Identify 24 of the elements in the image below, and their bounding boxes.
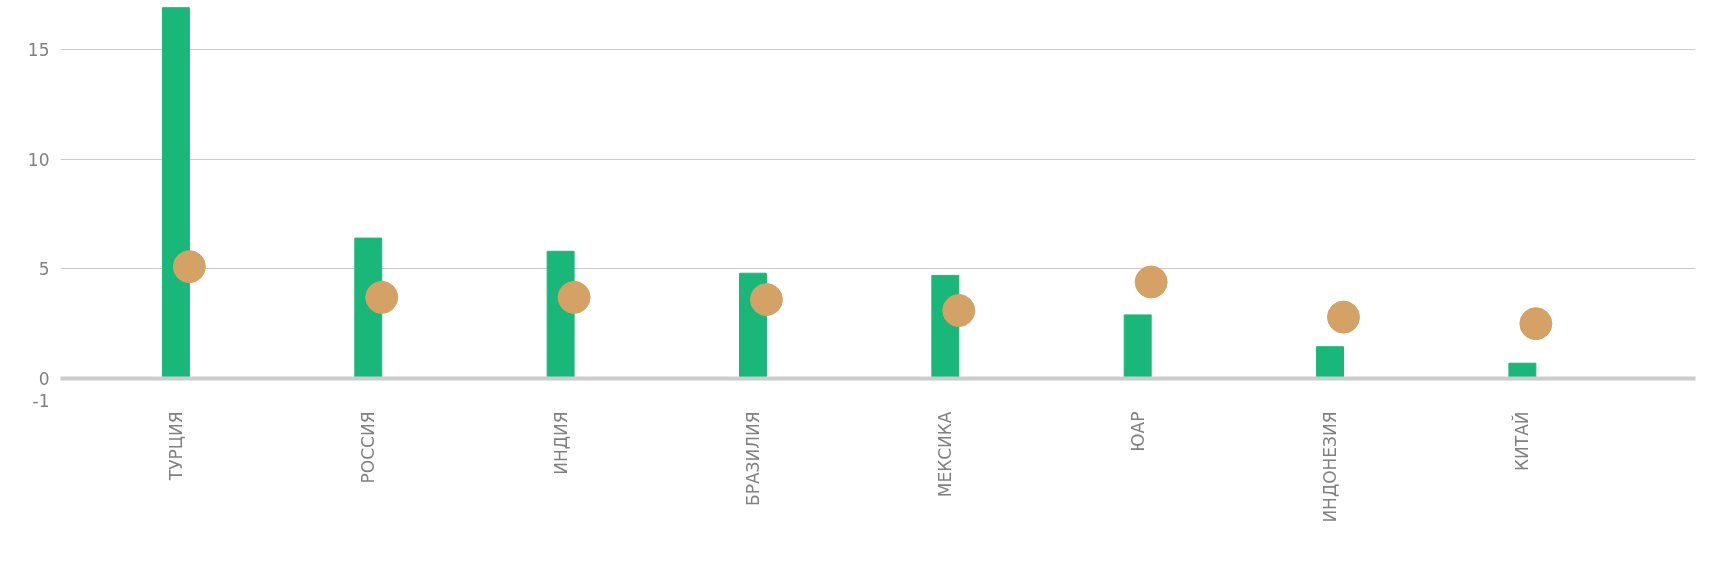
- point: [1326, 300, 1360, 334]
- y-tick-label: 5: [38, 259, 50, 280]
- y-tick-label: 0: [38, 369, 50, 390]
- point: [1519, 307, 1553, 341]
- y-tick-label: -1: [32, 391, 50, 411]
- x-tick-label: ИНДОНЕЗИЯ: [1320, 411, 1341, 523]
- x-tick-label: КИТАЙ: [1511, 411, 1533, 472]
- point: [172, 250, 206, 284]
- x-tick-label: БРАЗИЛИЯ: [742, 411, 763, 506]
- point: [1134, 265, 1168, 299]
- point: [365, 280, 399, 314]
- point: [557, 280, 591, 314]
- x-tick-label: МЕКСИКА: [935, 411, 956, 498]
- y-tick-label: 15: [27, 39, 50, 60]
- point: [749, 283, 783, 317]
- x-tick-label: РОССИЯ: [358, 411, 379, 484]
- x-tick-label: ИНДИЯ: [550, 411, 571, 475]
- bar: [1123, 314, 1152, 380]
- y-tick-label: 10: [27, 149, 50, 170]
- bar: [1316, 346, 1344, 380]
- point: [942, 294, 976, 327]
- x-tick-label: ЮАР: [1127, 411, 1148, 452]
- bar: [161, 7, 190, 380]
- x-tick-label: ТУРЦИЯ: [165, 411, 186, 482]
